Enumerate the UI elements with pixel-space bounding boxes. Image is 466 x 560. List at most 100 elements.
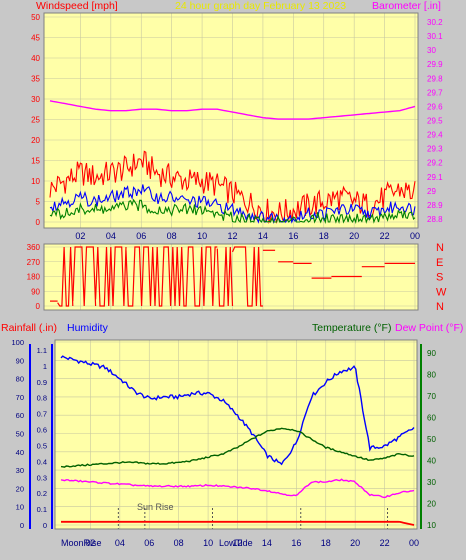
direction-y-tick: 360: [27, 243, 41, 252]
wind-y-tick: 20: [31, 136, 40, 145]
humidity-tick: 100: [11, 338, 24, 347]
dewpoint-label: Dew Point (°F): [395, 322, 463, 334]
lower-x-tick: 20: [350, 538, 360, 548]
direction-segment: [72, 246, 97, 307]
barometer-tick: 29.1: [427, 173, 443, 182]
humidity-tick: 90: [16, 356, 24, 365]
wind-y-tick: 30: [31, 95, 40, 104]
humidity-tick: 50: [16, 430, 24, 439]
direction-y-tick: 180: [27, 273, 41, 282]
direction-segment: [231, 246, 263, 307]
compass-label: E: [436, 257, 443, 269]
wind-x-tick: 06: [136, 231, 146, 241]
temperature-label: Temperature (°F): [312, 322, 391, 334]
rain-tick: 0.5: [37, 441, 47, 450]
wind-x-tick: 12: [227, 231, 237, 241]
barometer-tick: 29.6: [427, 102, 443, 111]
lower-x-tick: 08: [174, 538, 184, 548]
barometer-tick: 29.2: [427, 159, 443, 168]
barometer-tick: 29: [427, 187, 436, 196]
rain-tick: 1.1: [37, 346, 47, 355]
direction-y-tick: 90: [31, 287, 40, 296]
humidity-tick: 20: [16, 484, 24, 493]
barometer-tick: 30: [427, 46, 436, 55]
barometer-label: Barometer [.in]: [372, 0, 441, 12]
direction-segment: [95, 246, 127, 307]
lower-x-tick: 00: [409, 538, 419, 548]
wind-y-tick: 5: [36, 198, 41, 207]
temperature-tick: 90: [427, 349, 436, 358]
barometer-tick: 29.9: [427, 60, 443, 69]
lower-x-tick: 06: [144, 538, 154, 548]
humidity-tick: 80: [16, 375, 24, 384]
lower-series-rainfall: [61, 520, 415, 526]
humidity-tick: 70: [16, 393, 24, 402]
wind-x-tick: 08: [167, 231, 177, 241]
barometer-tick: 29.4: [427, 131, 443, 140]
direction-plot-frame: [43, 243, 419, 311]
wind-x-tick: 16: [288, 231, 298, 241]
rain-tick: 0.3: [37, 473, 47, 482]
temperature-tick: 50: [427, 435, 436, 444]
rain-tick: 0.9: [37, 378, 47, 387]
wind-y-tick: 10: [31, 177, 40, 186]
barometer-tick: 28.9: [427, 201, 443, 210]
wind-series-speed: [49, 198, 416, 225]
lowtide-annotation: LowTide: [219, 538, 253, 548]
compass-label: N: [436, 242, 444, 254]
barometer-tick: 29.7: [427, 88, 443, 97]
humidity-label: Humidity: [67, 322, 109, 334]
compass-label: S: [436, 272, 443, 284]
humidity-tick: 30: [16, 466, 24, 475]
graph-title: 24 hour graph day February 13 2023: [175, 0, 346, 12]
wind-y-tick: 35: [31, 75, 40, 84]
wind-series-gust: [49, 150, 416, 224]
direction-segment: [125, 246, 218, 307]
lower-series-temperature: [60, 427, 415, 468]
wind-y-tick: 25: [31, 116, 40, 125]
rain-tick: 0.2: [37, 489, 47, 498]
humidity-tick: 40: [16, 448, 24, 457]
lower-x-tick: 10: [203, 538, 213, 548]
barometer-tick: 30.1: [427, 32, 443, 41]
rain-tick: 0: [43, 521, 47, 530]
direction-segment: [216, 246, 234, 307]
wind-x-tick: 20: [349, 231, 359, 241]
rain-tick: 0.4: [37, 457, 47, 466]
wind-plot-frame: [43, 12, 419, 229]
temperature-tick: 80: [427, 370, 436, 379]
temperature-tick: 20: [427, 499, 436, 508]
direction-y-tick: 270: [27, 258, 41, 267]
wind-x-tick: 22: [380, 231, 390, 241]
compass-label: N: [436, 301, 444, 313]
wind-y-tick: 15: [31, 157, 40, 166]
sunrise-annotation: Sun Rise: [137, 502, 174, 512]
direction-segment: [57, 246, 74, 307]
rain-tick: 0.7: [37, 410, 47, 419]
humidity-tick: 60: [16, 411, 24, 420]
wind-plot-area: [44, 13, 418, 228]
rain-tick: 0.1: [37, 505, 47, 514]
lower-x-tick: 18: [321, 538, 331, 548]
rain-tick: 0.8: [37, 394, 47, 403]
compass-label: W: [436, 286, 447, 298]
humidity-tick: 10: [16, 503, 24, 512]
wind-x-tick: 02: [75, 231, 85, 241]
rain-tick: 0.6: [37, 426, 47, 435]
temperature-tick: 30: [427, 478, 436, 487]
wind-x-tick: 00: [410, 231, 420, 241]
lower-x-tick: 16: [291, 538, 301, 548]
lower-x-tick: 02: [85, 538, 95, 548]
wind-x-tick: 18: [319, 231, 329, 241]
lower-series-dew-point: [60, 478, 415, 499]
wind-y-tick: 45: [31, 34, 40, 43]
wind-x-tick: 14: [258, 231, 268, 241]
wind-y-tick: 40: [31, 54, 40, 63]
lower-x-tick: 14: [262, 538, 272, 548]
windspeed-label: Windspeed [mph]: [36, 0, 118, 12]
barometer-line: [49, 100, 416, 120]
rain-tick: 1: [43, 362, 47, 371]
direction-y-tick: 0: [36, 302, 41, 311]
